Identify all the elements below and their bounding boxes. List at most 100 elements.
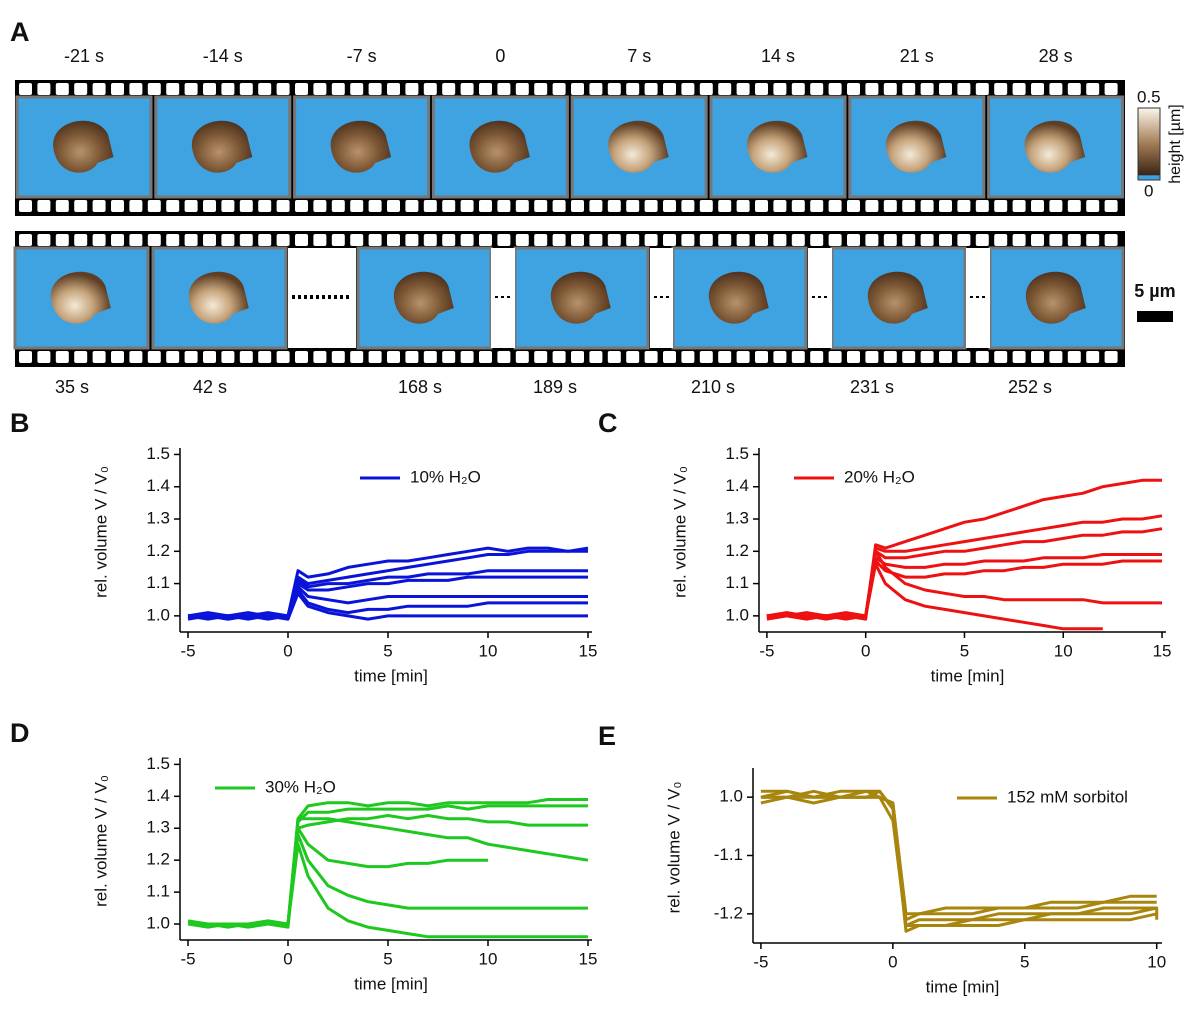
x-tick-label: 5 — [383, 949, 392, 968]
sprocket-hole — [1068, 351, 1081, 363]
x-axis-label: time [min] — [354, 666, 428, 685]
sprocket-hole — [957, 351, 970, 363]
sprocket-hole — [497, 234, 510, 246]
frame-time: -14 s — [203, 46, 243, 66]
sprocket-hole — [902, 200, 915, 212]
y-tick-label: 1.5 — [725, 444, 749, 463]
sprocket-hole — [792, 234, 805, 246]
sprocket-hole — [884, 234, 897, 246]
sprocket-hole — [553, 234, 566, 246]
sprocket-hole — [663, 234, 676, 246]
sprocket-hole — [203, 200, 216, 212]
sprocket-hole — [111, 200, 124, 212]
sprocket-hole — [185, 200, 198, 212]
sprocket-hole — [19, 200, 32, 212]
sprocket-hole — [1031, 351, 1044, 363]
sprocket-hole — [921, 234, 934, 246]
sprocket-hole — [461, 200, 474, 212]
sprocket-hole — [74, 83, 87, 95]
sprocket-hole — [553, 351, 566, 363]
sprocket-hole — [185, 83, 198, 95]
sprocket-hole — [571, 234, 584, 246]
sprocket-hole — [718, 234, 731, 246]
sprocket-hole — [37, 200, 50, 212]
sprocket-hole — [405, 200, 418, 212]
sprocket-hole — [571, 200, 584, 212]
sprocket-hole — [1086, 234, 1099, 246]
y-tick-label: 1.0 — [719, 787, 743, 806]
sprocket-hole — [737, 234, 750, 246]
colorbar-max: 0.5 — [1137, 87, 1161, 106]
sprocket-hole — [405, 83, 418, 95]
x-tick-label: 15 — [579, 641, 598, 660]
sprocket-hole — [1031, 83, 1044, 95]
sprocket-hole — [185, 234, 198, 246]
sprocket-hole — [516, 234, 529, 246]
sprocket-hole — [56, 83, 69, 95]
x-tick-label: 0 — [283, 949, 292, 968]
sprocket-hole — [865, 234, 878, 246]
frame-time: 14 s — [761, 46, 795, 66]
sprocket-hole — [442, 351, 455, 363]
sprocket-hole — [148, 83, 161, 95]
panel-label: D — [10, 718, 30, 748]
sprocket-hole — [902, 234, 915, 246]
sprocket-hole — [74, 351, 87, 363]
y-axis-label: rel. volume V / V₀ — [664, 782, 683, 914]
sprocket-hole — [1049, 351, 1062, 363]
sprocket-hole — [645, 234, 658, 246]
sprocket-hole — [976, 200, 989, 212]
sprocket-hole — [921, 200, 934, 212]
sprocket-hole — [56, 351, 69, 363]
sprocket-hole — [902, 83, 915, 95]
sprocket-hole — [424, 234, 437, 246]
sprocket-hole — [1086, 83, 1099, 95]
sprocket-hole — [129, 234, 142, 246]
sprocket-hole — [1068, 83, 1081, 95]
sprocket-hole — [479, 234, 492, 246]
x-tick-label: -5 — [753, 952, 768, 971]
x-tick-label: -5 — [180, 949, 195, 968]
sprocket-hole — [1068, 200, 1081, 212]
sprocket-hole — [1105, 83, 1118, 95]
panel-label: E — [598, 721, 616, 751]
sprocket-hole — [663, 351, 676, 363]
sprocket-hole — [571, 83, 584, 95]
x-tick-label: 5 — [960, 641, 969, 660]
sprocket-hole — [589, 351, 602, 363]
sprocket-hole — [957, 83, 970, 95]
sprocket-hole — [1105, 234, 1118, 246]
sprocket-hole — [37, 234, 50, 246]
sprocket-hole — [1105, 200, 1118, 212]
sprocket-hole — [93, 83, 106, 95]
legend-label: 152 mM sorbitol — [1007, 787, 1128, 806]
sprocket-hole — [405, 234, 418, 246]
sprocket-hole — [773, 200, 786, 212]
frame-time: 0 — [495, 46, 505, 66]
sprocket-hole — [19, 351, 32, 363]
y-tick-label: 1.1 — [725, 573, 749, 592]
y-tick-label: -1.1 — [714, 845, 743, 864]
sprocket-hole — [93, 234, 106, 246]
y-tick-label: -1.2 — [714, 903, 743, 922]
y-tick-label: 1.4 — [146, 786, 170, 805]
sprocket-hole — [1049, 234, 1062, 246]
sprocket-hole — [792, 200, 805, 212]
frame-time: 252 s — [1008, 377, 1052, 397]
sprocket-hole — [865, 351, 878, 363]
sprocket-hole — [424, 200, 437, 212]
sprocket-hole — [19, 83, 32, 95]
x-tick-label: -5 — [180, 641, 195, 660]
sprocket-hole — [847, 200, 860, 212]
x-tick-label: 15 — [579, 949, 598, 968]
sprocket-hole — [700, 351, 713, 363]
sprocket-hole — [166, 234, 179, 246]
sprocket-hole — [332, 351, 345, 363]
sprocket-hole — [74, 200, 87, 212]
sprocket-hole — [148, 200, 161, 212]
sprocket-hole — [461, 351, 474, 363]
legend-label: 10% H₂O — [410, 467, 481, 486]
sprocket-hole — [737, 200, 750, 212]
sprocket-hole — [847, 351, 860, 363]
